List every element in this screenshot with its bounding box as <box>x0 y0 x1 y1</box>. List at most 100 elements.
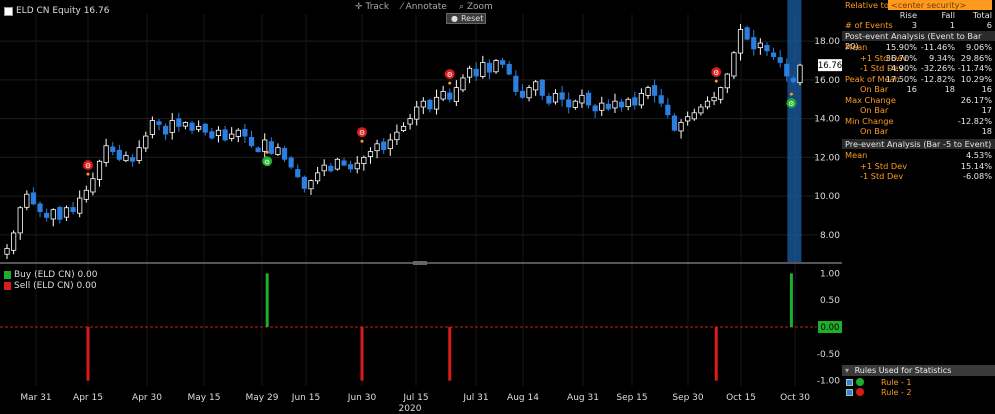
zoom-label: Zoom <box>466 1 493 12</box>
relative-to-field[interactable]: <center security> <box>888 0 992 10</box>
candle-body <box>566 99 572 108</box>
candle-body <box>698 106 704 114</box>
collapse-icon[interactable]: ▾ <box>845 366 850 375</box>
pre-event-row: Mean 4.53% <box>842 150 995 160</box>
candle-body <box>433 96 440 110</box>
marker-dot <box>789 92 793 96</box>
candle-body <box>493 60 499 73</box>
candle-body <box>255 147 261 152</box>
candle-body <box>420 100 426 108</box>
pane-resize-handle <box>413 261 427 265</box>
price-axis-label: 16.00 <box>814 76 840 86</box>
candle-body <box>17 207 23 234</box>
candle-body <box>11 232 17 251</box>
candle-body <box>103 145 109 163</box>
post-event-row-label: On Bar <box>860 105 889 115</box>
candle-body <box>427 99 433 110</box>
chart-toolbar: ✛ Track ⁄ Annotate ⌕ Zoom <box>355 0 493 13</box>
sell-legend: Sell (ELD CN) 0.00 <box>4 281 97 291</box>
candle-body <box>288 157 294 168</box>
signal-axis-label: 1.00 <box>820 269 840 279</box>
pre-event-row: +1 Std Dev 15.14% <box>842 161 995 171</box>
candle-body <box>374 143 380 152</box>
candle-body <box>275 147 281 155</box>
post-event-row: Max Change 26.17% <box>842 95 995 105</box>
candle-body <box>480 62 486 77</box>
candle-body <box>321 164 327 172</box>
price-axis-label: 8.00 <box>820 231 840 241</box>
marker-dot <box>714 79 718 83</box>
checkbox-icon[interactable] <box>846 378 853 386</box>
sell-marker <box>83 160 93 171</box>
candle-body <box>50 209 56 220</box>
candle-body <box>612 100 618 109</box>
candle-body <box>361 156 367 164</box>
candle-body <box>784 63 790 77</box>
candle-body <box>407 118 413 125</box>
post-event-value: 16 <box>906 84 917 94</box>
date-axis-label: Jul 15 <box>402 393 428 403</box>
post-event-value: 16 <box>981 84 992 94</box>
pre-event-row-label: -1 Std Dev <box>860 171 904 181</box>
candle-body <box>731 52 737 77</box>
buy-signal-bar <box>265 273 269 327</box>
marker-glyph: ⚙ <box>788 100 794 108</box>
candle-body <box>605 103 611 110</box>
reset-button[interactable]: ● Reset <box>446 13 486 24</box>
annotate-label: Annotate <box>405 1 447 12</box>
zoom-button[interactable]: ⌕ Zoom <box>459 0 493 13</box>
buy-rule-icon <box>856 378 864 386</box>
sell-signal-bar <box>448 327 452 381</box>
candle-body <box>579 94 585 104</box>
candle-body <box>764 44 770 52</box>
price-chart[interactable]: 8.00 10.00 12.00 14.00 16.00 18.00 16.76 ⚙ ⚙ ⚙ ⚙ ⚙ ⚙… <box>0 0 842 414</box>
candle-body <box>559 92 565 100</box>
buy-legend: Buy (ELD CN) 0.00 <box>4 270 98 280</box>
candle-body <box>447 92 453 100</box>
post-event-row-label: Max Change <box>845 94 896 105</box>
candle-body <box>645 87 651 96</box>
pre-event-value: -6.08% <box>963 171 992 181</box>
candle-body <box>209 131 215 139</box>
sell-swatch <box>4 282 11 290</box>
post-event-value: -11.74% <box>957 63 992 73</box>
candle-body <box>176 118 182 127</box>
sell-marker <box>357 127 367 138</box>
candle-body <box>116 149 122 160</box>
price-axis-label: 12.00 <box>814 153 840 163</box>
post-event-value: 29.86% <box>960 52 992 63</box>
post-event-row-label: On Bar <box>860 126 889 136</box>
pencil-icon: ⁄ <box>401 1 403 12</box>
checkbox-icon[interactable] <box>846 388 853 396</box>
candle-body <box>314 172 321 182</box>
date-axis-label: Jun 30 <box>347 393 377 403</box>
post-event-value: 26.17% <box>960 94 992 105</box>
candle-body <box>744 27 750 40</box>
candle-body <box>797 64 803 84</box>
price-axis-label: 10.00 <box>814 192 840 202</box>
rule-2-row[interactable]: Rule - 2 <box>846 387 911 397</box>
magnifier-icon: ⌕ <box>458 1 464 12</box>
signal-axis-label: -0.50 <box>817 350 841 360</box>
annotate-button[interactable]: ⁄ Annotate <box>401 0 447 13</box>
last-price-value: 16.76 <box>818 61 842 71</box>
date-axis-label: Oct 15 <box>726 393 756 403</box>
sell-rule-icon <box>856 388 864 396</box>
year-axis-label: 2020 <box>399 404 422 414</box>
track-button[interactable]: ✛ Track <box>355 0 389 13</box>
post-event-value: -32.26% <box>920 63 955 73</box>
candle-body <box>671 115 678 131</box>
candle-body <box>652 85 658 96</box>
post-event-value: -4.90% <box>888 63 917 73</box>
candle-body <box>90 178 96 193</box>
buy-legend-label: Buy (ELD CN) 0.00 <box>14 270 98 280</box>
candle-body <box>638 93 645 106</box>
candle-body <box>110 146 116 152</box>
relative-to-label: Relative to <box>845 0 889 10</box>
pre-event-row-label: +1 Std Dev <box>860 160 908 171</box>
marker-glyph: ⚙ <box>85 162 91 170</box>
rule-1-row[interactable]: Rule - 1 <box>846 377 911 387</box>
candle-body <box>618 101 625 108</box>
marker-glyph: ⚙ <box>447 71 453 79</box>
post-event-row: -1 Std Dev -4.90% -32.26% -11.74% <box>842 63 995 73</box>
